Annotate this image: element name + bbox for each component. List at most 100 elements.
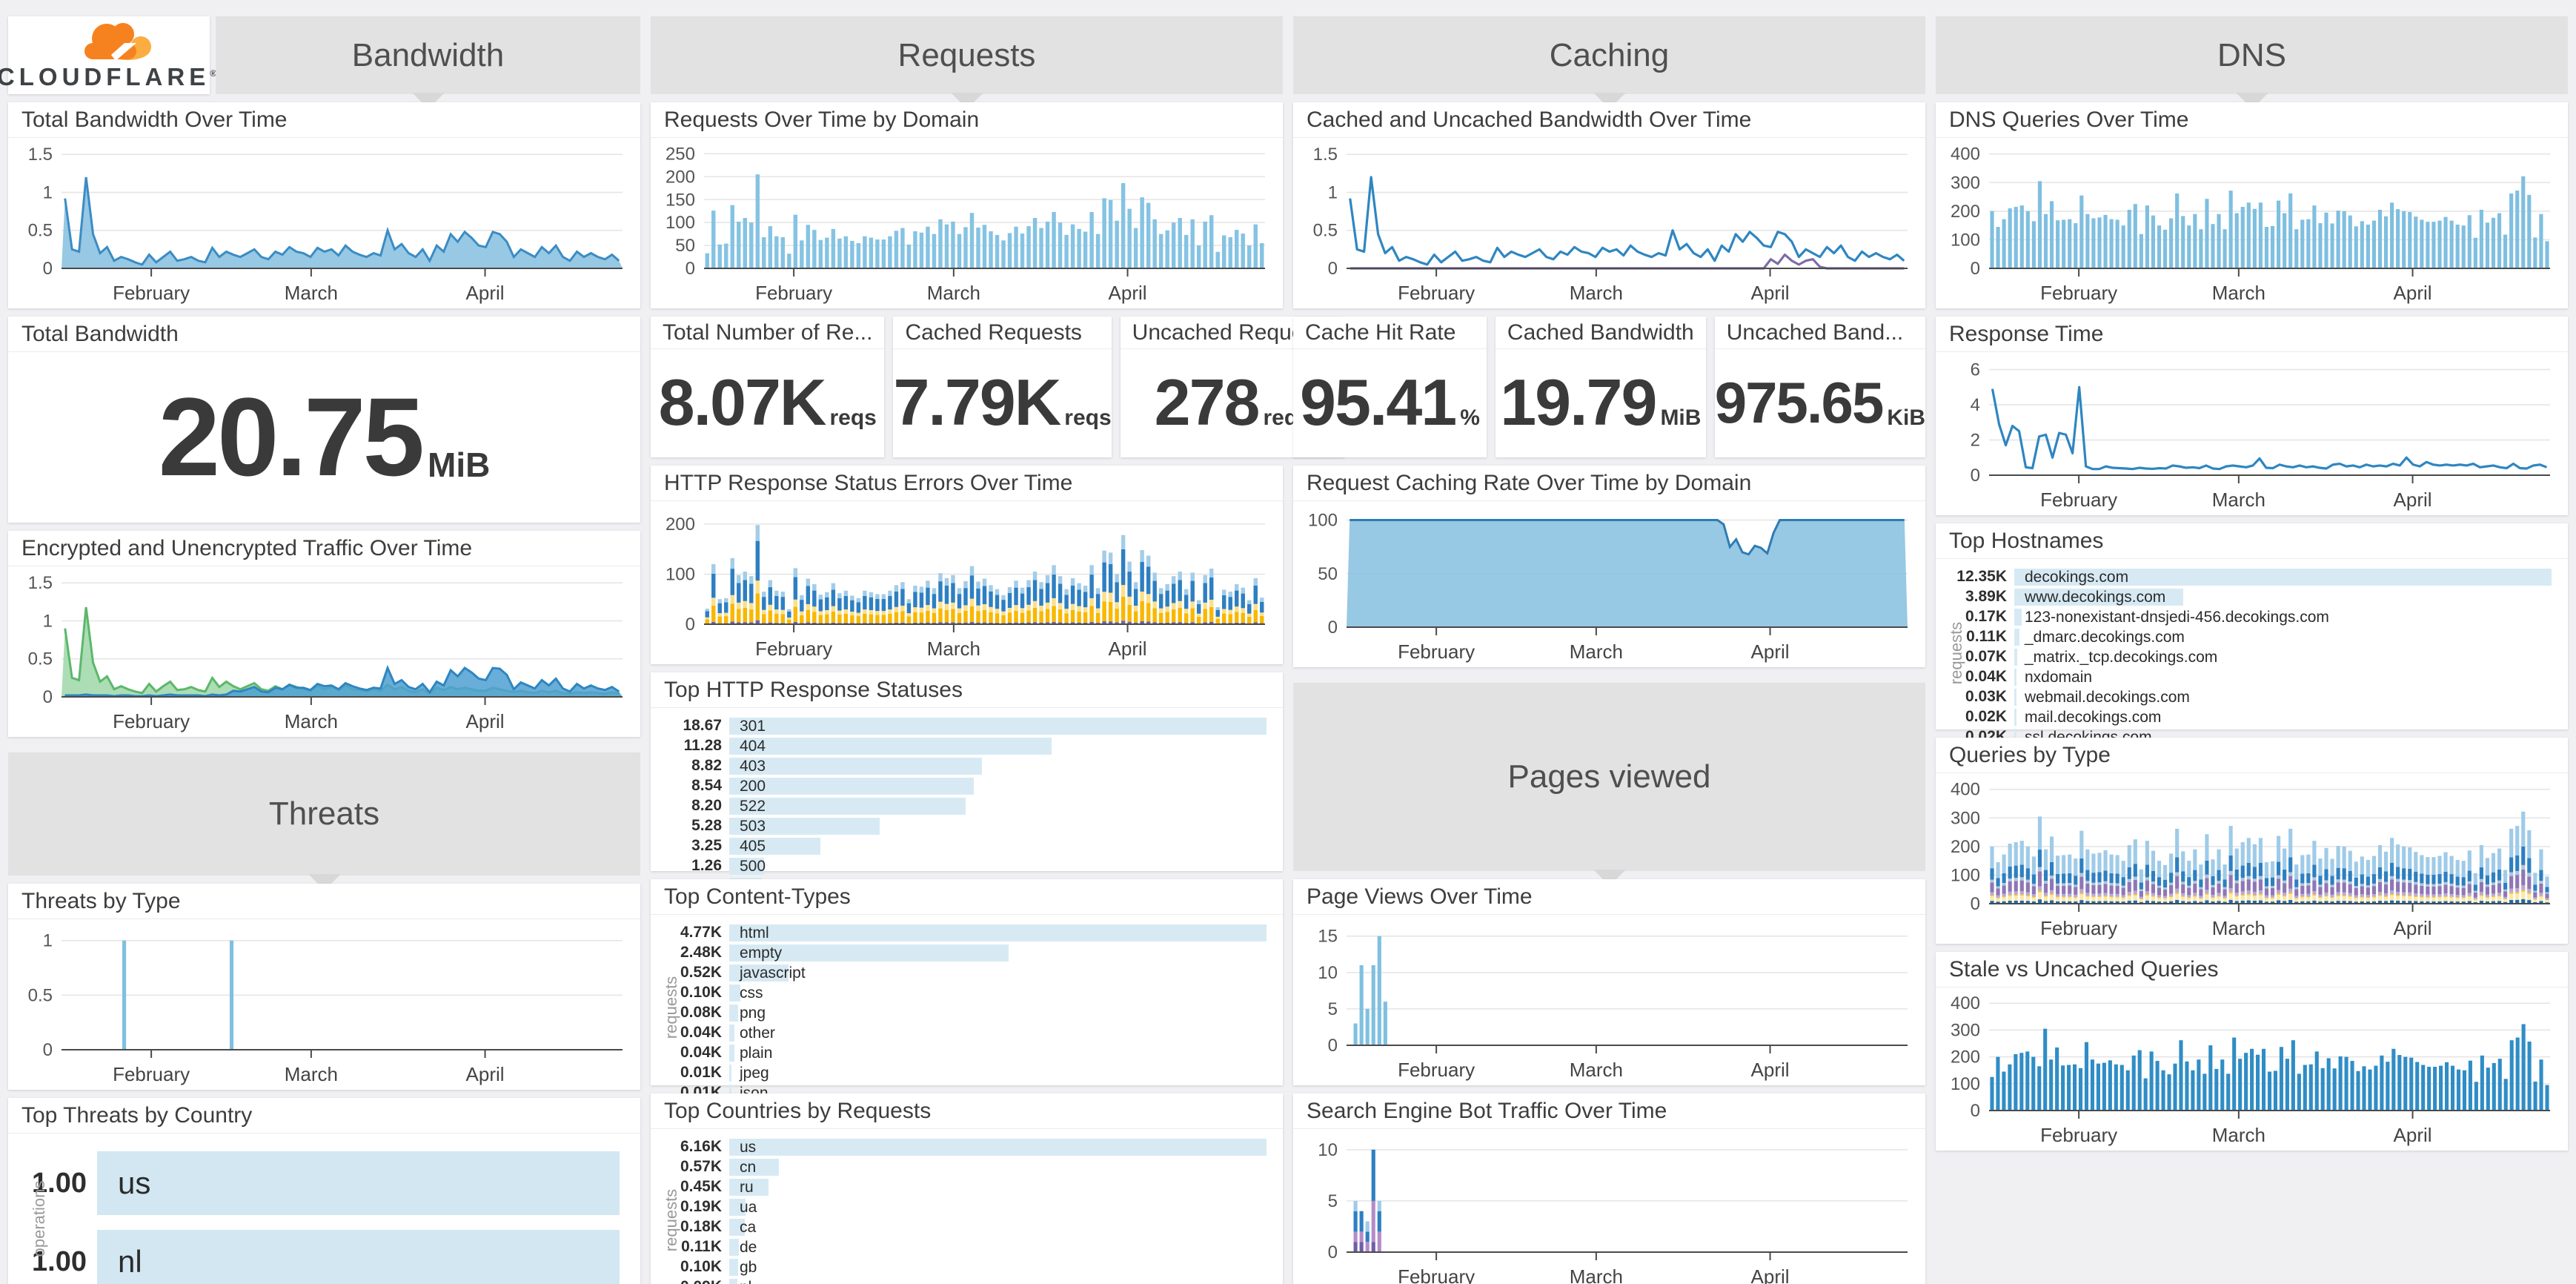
list-item[interactable]: 0.19K ua <box>658 1198 1267 1216</box>
list-item[interactable]: 6.16K us <box>658 1138 1267 1156</box>
svg-text:February: February <box>755 282 832 304</box>
list-item-bar <box>97 1151 620 1215</box>
top-threats-by-country-list[interactable]: 1.00 us 1.00 nl <box>8 1134 640 1284</box>
list-item-label: mail.decokings.com <box>2025 708 2162 726</box>
list-item[interactable]: 0.10K gb <box>658 1258 1267 1276</box>
kpi-unit: reqs <box>1064 406 1112 430</box>
list-item[interactable]: 11.28 404 <box>658 737 1267 755</box>
list-item-bar <box>729 1258 738 1276</box>
list-item[interactable]: 1.26 500 <box>658 857 1267 875</box>
list-item-bar <box>729 1238 740 1256</box>
list-item-bar <box>729 1004 739 1022</box>
http-errors-chart[interactable]: 0 100 200 February March April <box>651 501 1283 663</box>
encrypted-traffic-chart[interactable]: 0 0.5 1 1.5 February March April <box>8 566 640 735</box>
svg-text:1: 1 <box>1328 182 1338 202</box>
list-item-label: html <box>740 924 769 942</box>
list-item[interactable]: 0.03K webmail.decokings.com <box>1943 688 2552 706</box>
top-countries-list[interactable]: 6.16K us 0.57K cn 0.45K ru 0.19K ua 0.18K ca 0.11K… <box>651 1129 1283 1284</box>
list-item[interactable]: 0.04K nxdomain <box>1943 668 2552 686</box>
list-item[interactable]: 3.89K www.decokings.com <box>1943 588 2552 606</box>
svg-text:5: 5 <box>1328 1191 1338 1211</box>
svg-text:0: 0 <box>43 1040 53 1060</box>
card-title: Top Hostnames <box>1936 523 2568 559</box>
svg-text:400: 400 <box>1951 993 1980 1013</box>
bot-traffic-chart[interactable]: 0 5 10 February March April <box>1293 1129 1925 1284</box>
svg-text:100: 100 <box>665 213 695 233</box>
list-item-label: jpeg <box>740 1064 769 1082</box>
svg-text:April: April <box>2394 489 2432 511</box>
card-dns-queries: DNS Queries Over Time 0 100 200 300 400 Febru… <box>1936 102 2568 308</box>
section-header-threats: Threats <box>8 752 640 890</box>
svg-text:April: April <box>466 282 505 304</box>
list-item-label: 503 <box>740 817 766 835</box>
list-item[interactable]: 0.04K plain <box>658 1044 1267 1062</box>
stale-uncached-chart[interactable]: 0 100 200 300 400 February March April <box>1936 987 2568 1149</box>
response-time-chart[interactable]: 0 2 4 6 February March April <box>1936 352 2568 514</box>
kpi-title: Uncached Band... <box>1714 317 1925 349</box>
list-item-bar <box>729 797 966 815</box>
list-item-bar <box>2014 608 2022 626</box>
cached-uncached-bandwidth-chart[interactable]: 0 0.5 1 1.5 February March April <box>1293 138 1925 307</box>
list-item-bar <box>729 964 789 982</box>
list-item-label: empty <box>740 944 783 962</box>
requests-over-time-chart[interactable]: 0 50 100 150 200 250 February March April <box>651 138 1283 307</box>
list-item[interactable]: 3.25 405 <box>658 837 1267 855</box>
card-stale-uncached: Stale vs Uncached Queries 0 100 200 300 400 F… <box>1936 952 2568 1151</box>
list-item[interactable]: 0.09K nl <box>658 1278 1267 1284</box>
list-item[interactable]: 0.18K ca <box>658 1218 1267 1236</box>
list-item[interactable]: 12.35K decokings.com <box>1943 568 2552 586</box>
list-item-value: 0.45K <box>680 1178 722 1195</box>
svg-text:March: March <box>927 638 980 660</box>
caching-rate-chart[interactable]: 0 50 100 February March April <box>1293 501 1925 666</box>
svg-text:0: 0 <box>43 259 53 279</box>
list-item[interactable]: 18.67 301 <box>658 717 1267 735</box>
svg-text:0.5: 0.5 <box>28 985 53 1005</box>
list-item[interactable]: 0.17K 123-nonexistant-dnsjedi-456.decokin… <box>1943 608 2552 626</box>
top-content-types-list[interactable]: 4.77K html 2.48K empty 0.52K javascript 0.10K c… <box>651 915 1283 1131</box>
list-item-label: ca <box>740 1218 757 1236</box>
svg-text:April: April <box>2394 282 2432 304</box>
list-item[interactable]: 0.52K javascript <box>658 964 1267 982</box>
list-item[interactable]: 0.02K mail.decokings.com <box>1943 708 2552 726</box>
list-item-value: 0.04K <box>680 1044 722 1061</box>
list-item-bar <box>729 984 741 1002</box>
dns-queries-chart[interactable]: 0 100 200 300 400 February March April <box>1936 138 2568 307</box>
threats-by-type-chart[interactable]: 0 0.5 1 February March April <box>8 919 640 1088</box>
list-item[interactable]: 0.57K cn <box>658 1158 1267 1176</box>
list-item-value: 8.82 <box>691 757 722 774</box>
svg-text:February: February <box>2040 1124 2117 1146</box>
list-item[interactable]: 2.48K empty <box>658 944 1267 962</box>
list-item[interactable]: 0.01K jpeg <box>658 1064 1267 1082</box>
list-item[interactable]: 8.54 200 <box>658 777 1267 795</box>
list-item[interactable]: 1.00 us <box>20 1151 620 1215</box>
svg-text:4: 4 <box>1971 395 1980 415</box>
list-item[interactable]: 8.82 403 <box>658 757 1267 775</box>
list-item-label: plain <box>740 1044 773 1062</box>
kpi-value: 278 <box>1154 365 1261 439</box>
list-item-value: 0.11K <box>1966 628 2007 645</box>
list-item[interactable]: 0.07K _matrix._tcp.decokings.com <box>1943 648 2552 666</box>
page-views-chart[interactable]: 0 5 10 15 February March April <box>1293 915 1925 1084</box>
list-item[interactable]: 0.11K de <box>658 1238 1267 1256</box>
list-item[interactable]: 4.77K html <box>658 924 1267 942</box>
list-item[interactable]: 8.20 522 <box>658 797 1267 815</box>
kpi-cached-requests: Cached Requests 7.79K reqs <box>893 317 1112 457</box>
list-item[interactable]: 0.45K ru <box>658 1178 1267 1196</box>
queries-by-type-chart[interactable]: 0 100 200 300 400 February March April <box>1936 773 2568 942</box>
list-item-bar <box>729 1064 731 1082</box>
svg-text:February: February <box>113 1063 190 1085</box>
list-item-bar <box>2014 628 2019 646</box>
list-item[interactable]: 1.00 nl <box>20 1230 620 1284</box>
list-item[interactable]: 0.08K png <box>658 1004 1267 1022</box>
list-item-value: 0.10K <box>680 984 722 1001</box>
list-item[interactable]: 0.04K other <box>658 1024 1267 1042</box>
list-item[interactable]: 5.28 503 <box>658 817 1267 835</box>
svg-text:200: 200 <box>1951 202 1980 222</box>
kpi-title: Cache Hit Rate <box>1293 317 1487 349</box>
list-item[interactable]: 0.10K css <box>658 984 1267 1002</box>
svg-text:March: March <box>927 282 980 304</box>
list-item[interactable]: 0.11K _dmarc.decokings.com <box>1943 628 2552 646</box>
card-title: Total Bandwidth Over Time <box>8 102 640 138</box>
total-bandwidth-over-time-chart[interactable]: 0 0.5 1 1.5 February March April <box>8 138 640 307</box>
svg-text:1.5: 1.5 <box>1313 145 1338 165</box>
